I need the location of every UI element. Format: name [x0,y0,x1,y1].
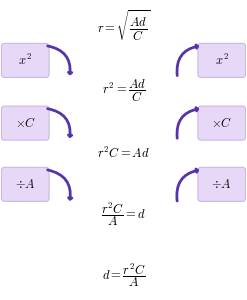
Text: $\div A$: $\div A$ [15,178,36,191]
FancyBboxPatch shape [198,44,246,77]
Text: $\div A$: $\div A$ [211,178,232,191]
Text: $\times C$: $\times C$ [211,116,232,130]
Text: $x^2$: $x^2$ [215,53,229,68]
Text: $\dfrac{r^2C}{A} = d$: $\dfrac{r^2C}{A} = d$ [101,200,146,228]
FancyBboxPatch shape [198,106,246,140]
Text: $x^2$: $x^2$ [18,53,32,68]
FancyBboxPatch shape [1,44,49,77]
Text: $d = \dfrac{r^2C}{A}$: $d = \dfrac{r^2C}{A}$ [102,261,145,290]
Text: $r^2C = Ad$: $r^2C = Ad$ [97,146,150,160]
Text: $r^2 = \dfrac{Ad}{C}$: $r^2 = \dfrac{Ad}{C}$ [102,77,145,104]
FancyBboxPatch shape [1,167,49,201]
FancyBboxPatch shape [198,167,246,201]
Text: $\times C$: $\times C$ [15,116,36,130]
Text: $r = \sqrt{\dfrac{Ad}{C}}$: $r = \sqrt{\dfrac{Ad}{C}}$ [97,9,150,44]
FancyBboxPatch shape [1,106,49,140]
